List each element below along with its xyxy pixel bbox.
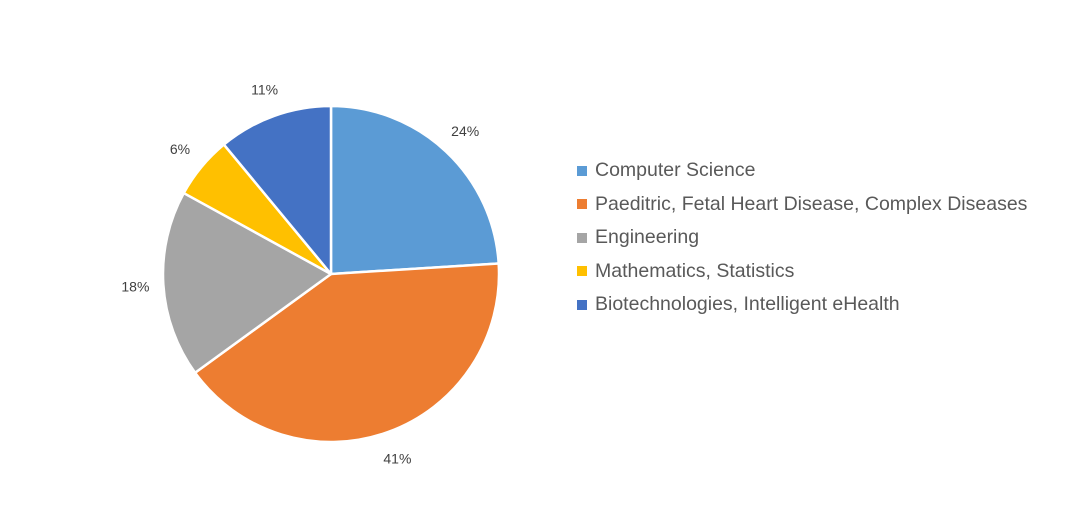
legend-item-4: Biotechnologies, Intelligent eHealth — [577, 288, 1027, 322]
legend-label-1: Paeditric, Fetal Heart Disease, Complex … — [595, 192, 1028, 215]
chart-legend: Computer Science Paeditric, Fetal Heart D… — [577, 154, 1027, 322]
data-label-1: 41% — [383, 450, 411, 466]
legend-item-1: Paeditric, Fetal Heart Disease, Complex … — [577, 188, 1027, 222]
data-labels-layer: 24% 41% 18% 6% 11% — [121, 82, 479, 467]
data-label-2: 18% — [121, 278, 149, 294]
data-label-0: 24% — [451, 123, 479, 139]
pie-slice-0 — [329, 104, 500, 276]
legend-label-3: Mathematics, Statistics — [595, 259, 795, 282]
legend-swatch-3 — [577, 266, 587, 277]
legend-swatch-4 — [577, 299, 587, 310]
legend-label-0: Computer Science — [595, 159, 756, 182]
legend-label-2: Engineering — [595, 226, 700, 249]
legend-swatch-2 — [577, 232, 587, 243]
legend-item-0: Computer Science — [577, 154, 1027, 188]
data-label-3: 6% — [170, 141, 190, 157]
legend-label-4: Biotechnologies, Intelligent eHealth — [595, 293, 900, 316]
pie-slice-4 — [222, 104, 333, 276]
pie-slice-1 — [193, 262, 501, 444]
pie-slice-2 — [161, 191, 333, 374]
legend-item-2: Engineering — [577, 221, 1027, 255]
legend-swatch-1 — [577, 199, 587, 210]
data-label-4: 11% — [251, 82, 278, 98]
slices-layer — [161, 104, 501, 444]
legend-swatch-0 — [577, 165, 587, 176]
legend-item-3: Mathematics, Statistics — [577, 255, 1027, 289]
